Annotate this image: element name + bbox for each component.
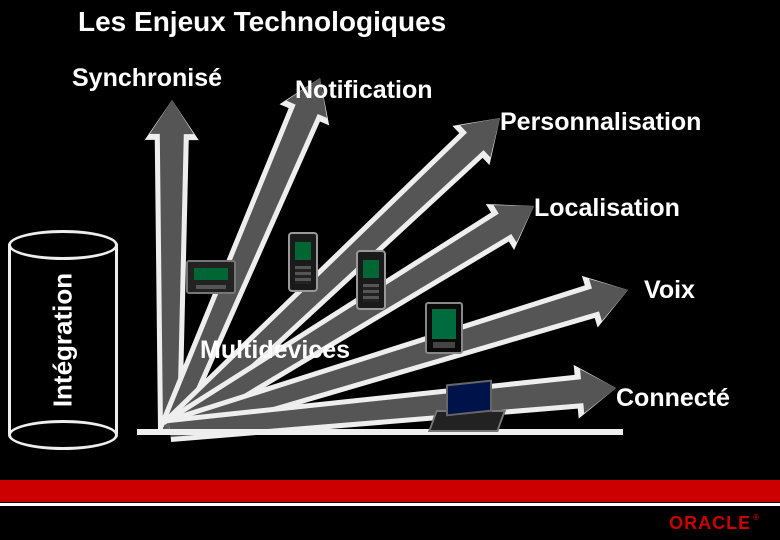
label-multidevices: Multidevices bbox=[200, 336, 350, 365]
label-localisation: Localisation bbox=[534, 194, 680, 223]
label-voix: Voix bbox=[644, 276, 695, 305]
device-phone-icon bbox=[356, 250, 386, 310]
logo-reg: ® bbox=[753, 513, 760, 522]
device-pda-icon bbox=[425, 302, 463, 354]
integration-cylinder: Intégration bbox=[8, 230, 118, 450]
device-phone-icon bbox=[288, 232, 318, 292]
slide: Les Enjeux Technologiques Synchronisé No… bbox=[0, 0, 780, 540]
logo-text: ORACLE bbox=[669, 513, 751, 533]
device-pager-icon bbox=[186, 260, 236, 294]
page-title: Les Enjeux Technologiques bbox=[78, 6, 446, 38]
label-synchronise: Synchronisé bbox=[72, 64, 222, 93]
device-laptop-icon bbox=[432, 382, 502, 432]
label-connecte: Connecté bbox=[616, 384, 730, 413]
oracle-logo: ORACLE® bbox=[669, 513, 760, 534]
footer-underline bbox=[0, 503, 780, 506]
label-integration: Intégration bbox=[48, 273, 79, 407]
label-notification: Notification bbox=[295, 76, 433, 105]
footer-stripe bbox=[0, 480, 780, 502]
label-personnalisation: Personnalisation bbox=[500, 108, 701, 137]
